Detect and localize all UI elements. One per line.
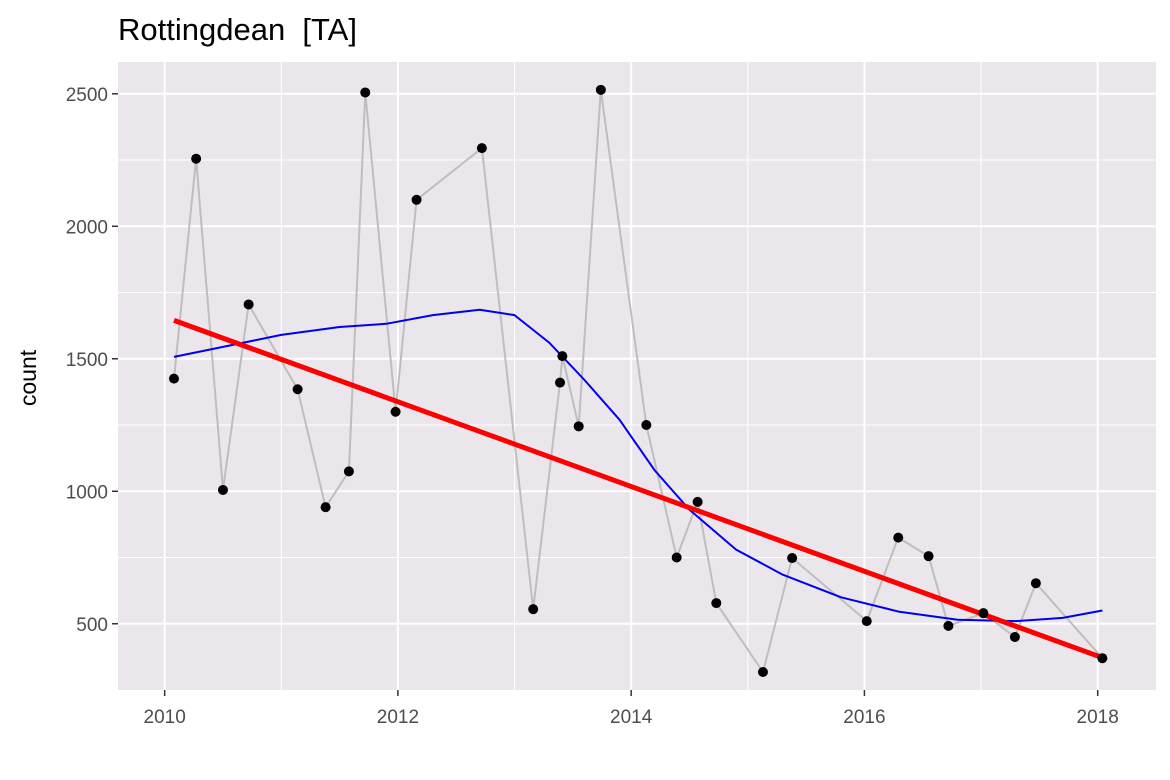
- data-point: [320, 502, 331, 513]
- data-point: [390, 406, 401, 417]
- series-layer: [168, 84, 1108, 677]
- data-point: [528, 604, 539, 615]
- data-point: [711, 598, 722, 609]
- data-point: [671, 552, 682, 563]
- data-point: [1030, 578, 1041, 589]
- data-point: [292, 384, 303, 395]
- y-axis-title: count: [15, 349, 41, 406]
- y-tick-label: 2000: [66, 217, 108, 238]
- linear-trend-line: [173, 318, 1104, 661]
- chart-title: Rottingdean [TA]: [118, 12, 357, 47]
- data-point: [168, 373, 179, 384]
- observed-series-line: [173, 89, 1104, 675]
- y-tick-label: 2500: [66, 85, 108, 106]
- data-point: [757, 666, 768, 677]
- y-tick-label: 500: [76, 615, 108, 636]
- data-point: [893, 532, 904, 543]
- data-point: [191, 153, 202, 164]
- data-point: [787, 553, 798, 564]
- x-tick-label: 2014: [610, 707, 653, 728]
- data-point: [1097, 653, 1108, 664]
- data-point: [243, 299, 254, 310]
- x-tick-label: 2018: [1077, 707, 1119, 728]
- data-point: [641, 420, 652, 431]
- data-point: [476, 143, 487, 154]
- data-point: [692, 496, 703, 507]
- y-tick-label: 1000: [66, 482, 108, 503]
- data-point: [343, 466, 354, 477]
- data-point: [861, 616, 872, 627]
- x-tick-label: 2012: [377, 707, 419, 728]
- data-point: [411, 194, 422, 205]
- data-point: [217, 484, 228, 495]
- plot-panel-background: [118, 62, 1156, 690]
- y-tick-label: 1500: [66, 350, 108, 371]
- data-point: [943, 620, 954, 631]
- data-point: [1009, 632, 1020, 643]
- data-point: [978, 608, 989, 619]
- data-point: [360, 87, 371, 98]
- data-point: [923, 551, 934, 562]
- data-point: [557, 351, 568, 362]
- x-tick-label: 2016: [843, 707, 885, 728]
- axes-layer: 2010 2012 2014 2016 2018 500 1000 1500 2000 2500: [66, 85, 1119, 728]
- smooth-trend-line: [173, 308, 1103, 623]
- minor-gridlines: [118, 62, 1156, 690]
- data-point: [595, 84, 606, 95]
- x-tick-label: 2010: [144, 707, 186, 728]
- data-point: [573, 421, 584, 432]
- data-point: [555, 377, 566, 388]
